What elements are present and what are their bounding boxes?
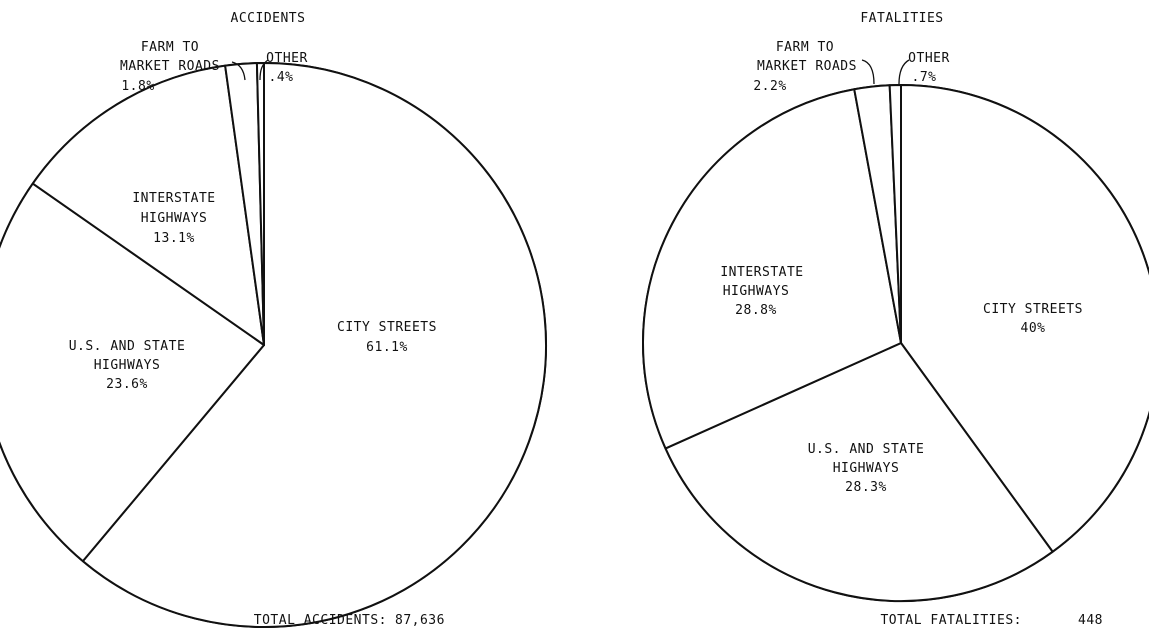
- accidents-other-pct: .4%: [269, 70, 294, 85]
- accidents-interstate-pct: 13.1%: [153, 231, 195, 246]
- fatalities-other-pct: .7%: [912, 70, 937, 85]
- fatalities-pie-chart: FATALITIES CITY STREETS 40% U.S. AND STA…: [642, 11, 1149, 628]
- accidents-total: TOTAL ACCIDENTS: 87,636: [254, 613, 445, 628]
- fatalities-label-us-state-highways: U.S. AND STATE HIGHWAYS 28.3%: [808, 442, 925, 495]
- accidents-interstate-line1: INTERSTATE: [132, 191, 215, 206]
- fatalities-farm-leader: [861, 59, 875, 85]
- fatalities-total-label: TOTAL FATALITIES:: [880, 613, 1022, 628]
- accidents-title: ACCIDENTS: [231, 11, 306, 26]
- accidents-slice-city-streets: [81, 62, 547, 628]
- fatalities-other-leader: [898, 59, 910, 85]
- accidents-farm-line2: MARKET ROADS: [120, 59, 220, 74]
- fatalities-total: TOTAL FATALITIES: 448: [880, 613, 1103, 628]
- accidents-other-name: OTHER: [266, 51, 308, 66]
- fatalities-farm-pct: 2.2%: [753, 79, 786, 94]
- accidents-total-label: TOTAL ACCIDENTS:: [254, 613, 387, 628]
- fatalities-label-interstate-highways: INTERSTATE HIGHWAYS 28.8%: [720, 265, 803, 318]
- accidents-farm-leader: [231, 61, 246, 81]
- accidents-pie-chart: ACCIDENTS CITY STREETS 61.1% U.S. AND ST…: [0, 11, 547, 628]
- fatalities-farm-line1: FARM TO: [776, 40, 834, 55]
- accidents-label-farm-to-market: FARM TO MARKET ROADS 1.8%: [120, 40, 246, 94]
- fatalities-label-other: OTHER .7%: [898, 51, 950, 85]
- accidents-label-other: OTHER .4%: [259, 51, 308, 85]
- fatalities-interstate-line1: INTERSTATE: [720, 265, 803, 280]
- fatalities-slice-city-streets: [900, 84, 1149, 553]
- fatalities-slice-us-state-highways: [664, 342, 1054, 602]
- accidents-farm-pct: 1.8%: [121, 79, 154, 94]
- fatalities-slice-other: [888, 84, 902, 344]
- fatalities-us-state-pct: 28.3%: [845, 480, 887, 495]
- accidents-city-streets-name: CITY STREETS: [337, 320, 437, 335]
- accidents-total-value: 87,636: [395, 613, 445, 628]
- accidents-label-city-streets: CITY STREETS 61.1%: [337, 320, 437, 355]
- accidents-us-state-pct: 23.6%: [106, 377, 148, 392]
- fatalities-other-name: OTHER: [908, 51, 950, 66]
- accidents-slice-us-state-highways: [0, 182, 265, 563]
- accidents-slices: [0, 62, 547, 628]
- fatalities-slice-interstate-highways: [642, 88, 902, 450]
- fatalities-interstate-line2: HIGHWAYS: [723, 284, 790, 299]
- accidents-farm-line1: FARM TO: [141, 40, 199, 55]
- fatalities-slices: [642, 84, 1149, 602]
- accidents-city-streets-pct: 61.1%: [366, 340, 408, 355]
- fatalities-interstate-pct: 28.8%: [735, 303, 777, 318]
- fatalities-city-streets-pct: 40%: [1021, 321, 1046, 336]
- fatalities-us-state-line2: HIGHWAYS: [833, 461, 900, 476]
- accidents-label-interstate-highways: INTERSTATE HIGHWAYS 13.1%: [132, 191, 215, 246]
- fatalities-farm-line2: MARKET ROADS: [757, 59, 857, 74]
- fatalities-label-farm-to-market: FARM TO MARKET ROADS 2.2%: [753, 40, 875, 94]
- fatalities-title: FATALITIES: [860, 11, 943, 26]
- fatalities-us-state-line1: U.S. AND STATE: [808, 442, 925, 457]
- accidents-label-us-state-highways: U.S. AND STATE HIGHWAYS 23.6%: [69, 339, 186, 392]
- fatalities-total-value: 448: [1078, 613, 1103, 628]
- accidents-other-leader: [259, 59, 269, 81]
- accidents-slice-interstate-highways: [31, 64, 265, 346]
- fatalities-city-streets-name: CITY STREETS: [983, 302, 1083, 317]
- accidents-us-state-line2: HIGHWAYS: [94, 358, 161, 373]
- accidents-us-state-line1: U.S. AND STATE: [69, 339, 186, 354]
- accidents-interstate-line2: HIGHWAYS: [141, 211, 208, 226]
- fatalities-label-city-streets: CITY STREETS 40%: [983, 302, 1083, 336]
